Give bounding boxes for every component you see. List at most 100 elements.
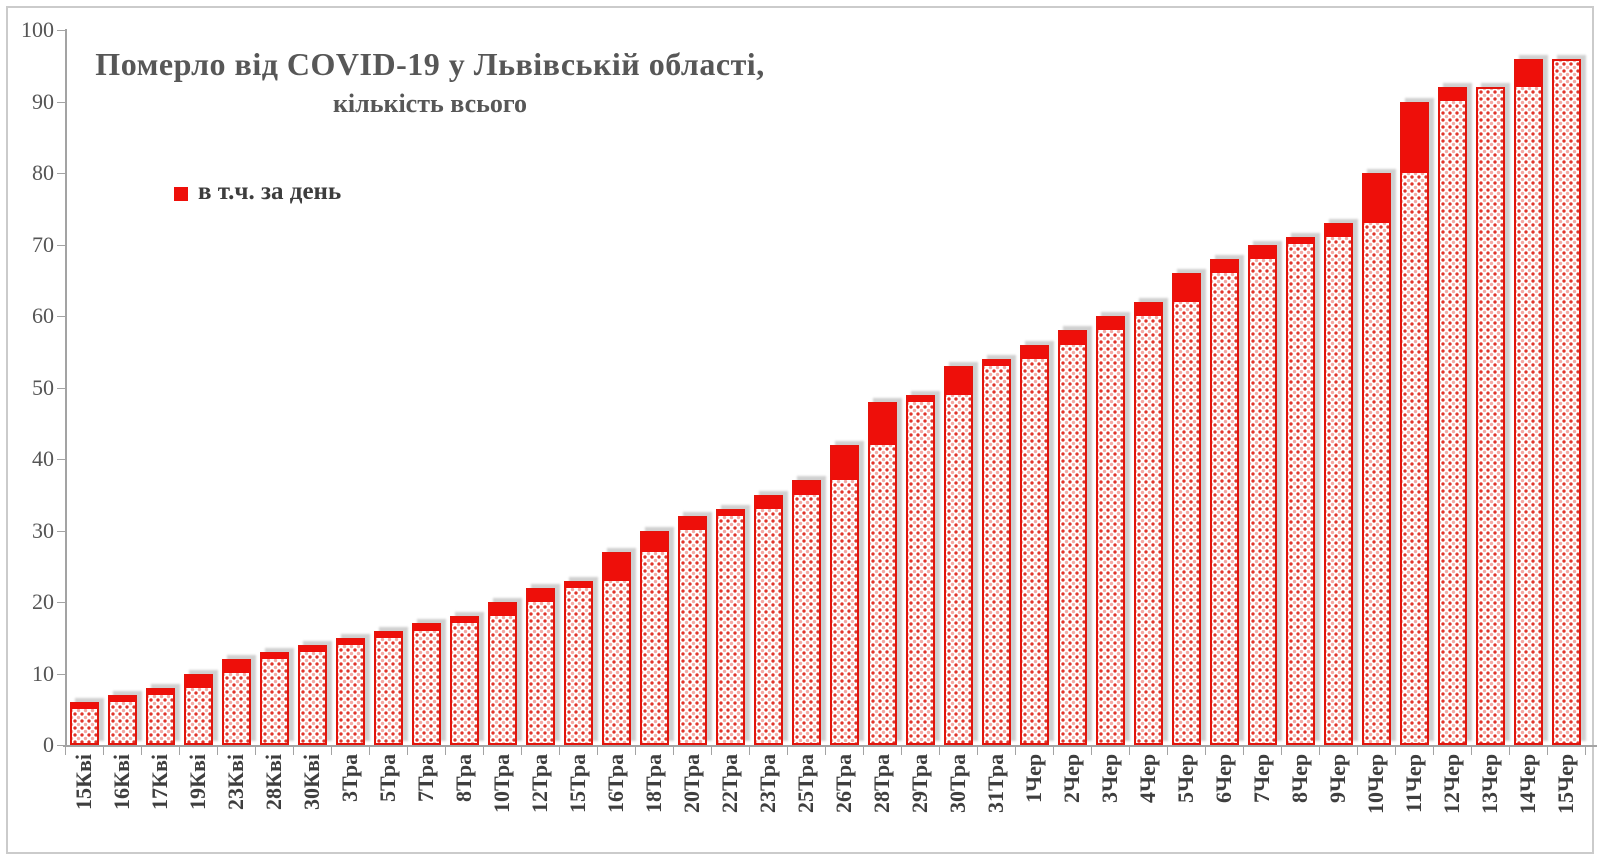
y-axis-tick — [57, 673, 65, 675]
y-axis-label: 0 — [43, 732, 54, 757]
y-axis-label: 30 — [32, 517, 54, 543]
bar-11Чер — [1399, 101, 1429, 745]
bar-daily-cap — [146, 688, 174, 695]
x-axis-label: 28Кві — [261, 754, 286, 810]
x-axis-label: 28Тра — [869, 754, 894, 814]
bar-3Чер — [1095, 316, 1125, 745]
y-axis-label: 50 — [32, 374, 54, 400]
x-axis-label: 12Чер — [1439, 754, 1464, 815]
x-axis-label: 8Тра — [451, 754, 476, 803]
y-axis-label: 20 — [32, 589, 54, 614]
bar-daily-cap — [260, 653, 288, 660]
x-axis-label: 20Тра — [679, 754, 704, 814]
x-axis-tick — [1129, 747, 1130, 755]
y-axis-tick — [57, 530, 65, 532]
x-axis-label: 22Тра — [717, 754, 742, 814]
bar-20Тра — [677, 516, 707, 745]
x-axis-label: 13Чер — [1477, 754, 1502, 815]
x-axis-tick — [1395, 747, 1396, 755]
bar-daily-cap — [1096, 317, 1124, 331]
x-axis-tick — [331, 747, 332, 755]
x-axis-label: 1Чер — [1021, 754, 1046, 804]
x-axis-tick — [1547, 747, 1548, 755]
x-axis-tick — [179, 747, 180, 755]
bar-daily-cap — [1438, 88, 1466, 102]
legend-swatch-icon — [174, 187, 188, 201]
x-axis-tick — [1433, 747, 1434, 755]
bar-19Кві — [183, 673, 213, 745]
x-axis-label: 3Тра — [337, 754, 362, 803]
bar-4Чер — [1133, 301, 1163, 745]
x-axis-label: 30Кві — [299, 754, 324, 810]
bar-15Чер — [1551, 58, 1581, 745]
y-axis-label: 100 — [21, 17, 54, 42]
bar-daily-cap — [488, 603, 516, 617]
x-axis-label: 10Тра — [489, 754, 514, 814]
bar-29Тра — [905, 394, 935, 745]
bar-daily-cap — [108, 695, 136, 703]
x-axis-tick — [787, 747, 788, 755]
x-axis-tick — [1319, 747, 1320, 755]
x-axis-label: 18Тра — [641, 754, 666, 814]
bar-daily-cap — [906, 395, 934, 402]
x-axis-tick — [1357, 747, 1358, 755]
x-axis-tick — [65, 747, 66, 755]
y-axis-tick — [57, 602, 65, 603]
x-axis-tick — [217, 747, 218, 755]
x-axis-label: 16Тра — [603, 754, 628, 814]
x-axis-label: 9Чер — [1325, 754, 1350, 804]
bar-daily-cap — [716, 510, 744, 517]
x-axis-tick — [711, 747, 712, 755]
x-axis-tick — [1243, 747, 1244, 755]
bar-daily-cap — [830, 445, 858, 481]
x-axis-tick — [1091, 747, 1092, 755]
x-axis-label: 8Чер — [1287, 754, 1312, 804]
x-axis-label: 6Чер — [1211, 754, 1236, 804]
chart-title-line2: кількість всього — [332, 89, 528, 118]
bar-22Тра — [715, 509, 745, 745]
bar-31Тра — [981, 358, 1011, 745]
x-axis-label: 7Тра — [413, 754, 438, 803]
bar-28Кві — [259, 652, 289, 745]
x-axis-label: 31Тра — [983, 754, 1008, 814]
bar-daily-cap — [526, 588, 554, 602]
x-axis-tick — [407, 747, 408, 755]
y-axis-tick — [57, 316, 65, 317]
x-axis-tick — [559, 747, 560, 755]
x-axis-label: 15Тра — [565, 754, 590, 814]
x-axis-tick — [1015, 747, 1016, 755]
x-axis-label: 23Кві — [223, 754, 248, 810]
bar-daily-cap — [1248, 245, 1276, 259]
bar-daily-cap — [336, 638, 364, 645]
x-axis-tick — [1205, 747, 1206, 755]
bar-5Тра — [373, 630, 403, 745]
bar-28Тра — [867, 401, 897, 745]
x-axis-label: 25Тра — [793, 754, 818, 814]
bar-daily-cap — [298, 645, 326, 653]
y-axis-tick — [57, 745, 65, 746]
y-axis-label: 10 — [32, 660, 54, 686]
x-axis-label: 19Кві — [185, 754, 210, 810]
chart-title-line1: Померло від COVID-19 у Львівській област… — [95, 46, 765, 82]
bar-13Чер — [1475, 87, 1505, 745]
bar-daily-cap — [70, 703, 98, 710]
bar-daily-cap — [678, 517, 706, 531]
bar-9Чер — [1323, 223, 1353, 745]
x-axis-label: 26Тра — [831, 754, 856, 814]
bar-daily-cap — [1134, 302, 1162, 316]
x-axis-tick — [977, 747, 978, 755]
bar-17Кві — [145, 687, 175, 745]
bar-25Тра — [791, 480, 821, 745]
bar-daily-cap — [1400, 102, 1428, 173]
y-axis-label: 90 — [32, 88, 54, 114]
bar-23Тра — [753, 494, 783, 745]
x-axis-tick — [825, 747, 826, 755]
bar-23Кві — [221, 659, 251, 745]
bar-daily-cap — [184, 674, 212, 688]
y-axis-tick — [57, 101, 65, 103]
bar-2Чер — [1057, 330, 1087, 745]
x-axis-tick — [673, 747, 674, 755]
bar-daily-cap — [1286, 238, 1314, 245]
bar-12Чер — [1437, 87, 1467, 745]
x-axis-tick — [749, 747, 750, 755]
